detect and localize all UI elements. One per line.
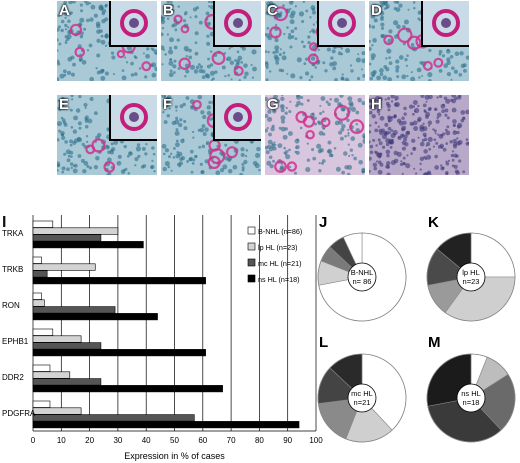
pie-center-text: n=23 [463,277,480,286]
category-label: DDR2 [2,373,24,382]
pie-center [347,262,377,292]
panel-label-g: G [267,96,279,113]
x-tick-label: 60 [198,436,207,445]
bar-trkb-0 [32,256,42,264]
x-tick-label: 0 [31,436,36,445]
pie-center-text: ns HL [461,389,481,398]
panel-label-d: D [371,2,382,19]
x-tick-label: 40 [142,436,151,445]
inset-magnification [213,1,261,47]
pie-center-text: n=21 [354,398,371,407]
bar-ddr2-0 [32,364,51,372]
panel-label-b: B [163,2,174,19]
bar-ephb1-2 [32,342,102,350]
pie-center-text: mc HL [351,389,373,398]
inset-magnification [317,1,365,47]
category-label: EPHB1 [2,337,29,346]
micrograph-panel-f: F [161,95,261,175]
bar-trkb-1 [32,263,96,271]
pie-center-text: n=18 [463,398,480,407]
pie-label-k: K [428,214,439,231]
legend-swatch [247,258,256,267]
panel-label-h: H [371,96,382,113]
category-label: RON [2,301,20,310]
pie-center [456,383,486,413]
x-tick-label: 30 [113,436,122,445]
panel-label-e: E [59,96,70,113]
legend-entry: ns HL (n=18) [258,275,299,284]
bar-ddr2-3 [32,385,223,393]
pie-center-text: n= 86 [353,277,372,286]
bar-pdgfra-2 [32,414,195,422]
panel-label-a: A [59,2,70,19]
x-tick-label: 70 [227,436,236,445]
bar-trka-2 [32,234,102,242]
bar-ddr2-2 [32,378,102,386]
bar-ron-3 [32,313,158,321]
panel-label-c: C [267,2,278,19]
bar-chart: 0 10 20 30 40 50 60 70 80 90 100 Expression in % of… [2,215,323,461]
bar-pdgfra-3 [32,421,300,429]
micrograph-panel-g: G [265,95,365,175]
bar-ron-1 [32,299,45,307]
micrograph-panel-d: D [369,1,469,81]
bar-trka-0 [32,220,54,228]
micrograph-panel-b: B [161,1,261,81]
bar-ddr2-1 [32,371,71,379]
pie-center [456,262,486,292]
inset-magnification [109,1,157,47]
inset-magnification [109,95,157,141]
category-label: TRKA [2,229,24,238]
bar-ephb1-0 [32,328,54,336]
bar-pdgfra-1 [32,407,82,415]
inset-magnification [421,1,469,47]
micrograph-panel-a: A [57,1,157,81]
x-tick-label: 80 [255,436,264,445]
micrograph-panel-e: E [57,95,157,175]
x-axis-label: Expression in % of cases [124,451,225,461]
legend-swatch [247,242,256,251]
pie-center-text: B-NHL [351,268,374,277]
bar-trkb-3 [32,277,206,285]
x-tick-label: 100 [309,436,323,445]
bar-ron-0 [32,292,42,300]
legend-entry: mc HL (n=21) [258,259,301,268]
inset-magnification [213,95,261,141]
bar-ephb1-1 [32,335,82,343]
pie-label-j: J [319,214,327,231]
legend-swatch [247,226,256,235]
panel-label-f: F [163,96,173,113]
x-tick-label: 50 [170,436,179,445]
category-label: PDGFRA [2,409,36,418]
bar-trkb-2 [32,270,48,278]
pie-label-l: L [319,334,328,351]
bar-trka-1 [32,227,119,235]
legend-swatch [247,274,256,283]
category-label: TRKB [2,265,23,274]
panel-i-label: I [2,214,7,231]
bar-ephb1-3 [32,349,206,357]
legend-entry: B-NHL (n=86) [258,227,302,236]
pie-center-text: lp HL [462,268,480,277]
legend-entry: lp HL (n=23) [258,243,298,252]
bar-pdgfra-0 [32,400,51,408]
micrograph-panel-c: C [265,1,365,81]
x-tick-label: 90 [283,436,292,445]
bar-trka-3 [32,241,144,249]
bar-ron-2 [32,306,116,314]
pie-center [347,383,377,413]
x-tick-label: 10 [57,436,66,445]
x-tick-label: 20 [85,436,94,445]
micrograph-panel-h: H [369,95,469,175]
pie-label-m: M [428,334,441,351]
